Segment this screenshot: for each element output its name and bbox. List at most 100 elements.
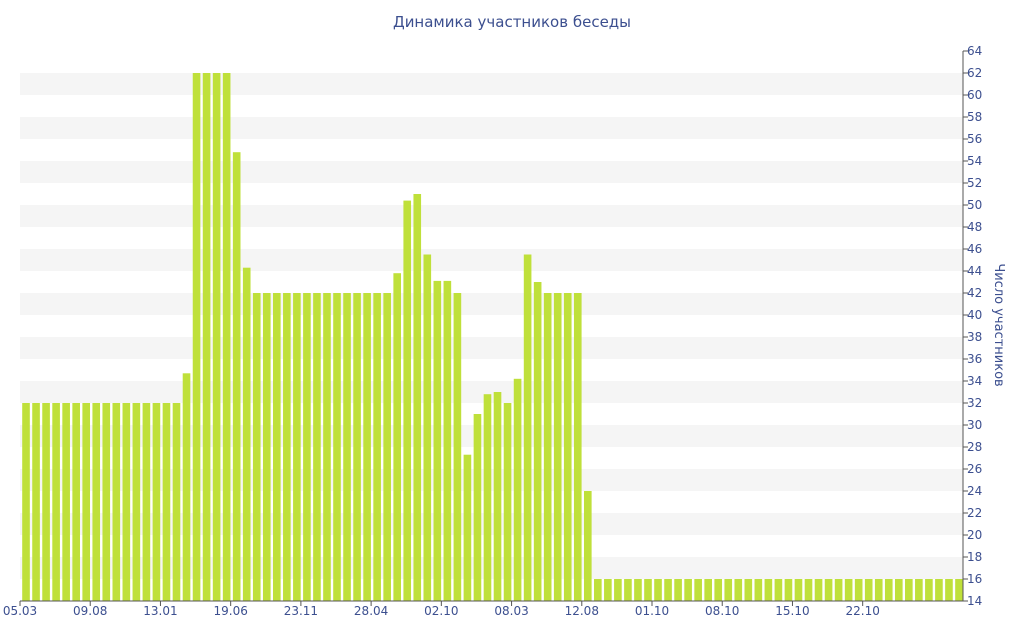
y-tick-label: 44 <box>967 264 982 278</box>
bar <box>32 403 40 601</box>
y-tick-label: 52 <box>967 176 982 190</box>
bar <box>824 579 833 601</box>
bar <box>754 579 763 601</box>
bar <box>82 403 91 601</box>
bar <box>122 403 131 601</box>
bar <box>192 73 201 601</box>
bar <box>634 579 642 601</box>
bar <box>212 73 221 601</box>
x-tick-label: 09.08 <box>73 604 107 618</box>
grid-band <box>20 513 963 535</box>
bar <box>473 414 482 601</box>
y-tick-label: 22 <box>967 506 982 520</box>
bar <box>242 267 251 601</box>
bar <box>624 579 632 601</box>
bar <box>262 293 271 601</box>
bar <box>413 194 422 601</box>
bar <box>915 579 923 601</box>
bar <box>433 280 442 601</box>
bar <box>72 403 80 601</box>
y-tick-label: 20 <box>967 528 982 542</box>
bar <box>533 282 542 601</box>
y-tick-label: 64 <box>967 44 982 58</box>
chart-title: Динамика участников беседы <box>392 13 632 31</box>
grid-band <box>20 337 963 359</box>
bar <box>112 403 121 601</box>
y-tick-label: 46 <box>967 242 982 256</box>
grid-bands <box>20 73 963 579</box>
bar <box>22 403 30 601</box>
x-tick-label: 23.11 <box>284 604 318 618</box>
y-tick-label: 32 <box>967 396 982 410</box>
bar <box>894 579 903 601</box>
bar <box>182 373 191 601</box>
x-tick-label: 19.06 <box>213 604 247 618</box>
grid-band <box>20 117 963 139</box>
bar <box>583 491 592 601</box>
grid-band <box>20 249 963 271</box>
bar <box>694 579 702 601</box>
bar <box>152 403 161 601</box>
bar <box>202 73 211 601</box>
y-tick-label: 24 <box>967 484 982 498</box>
bar <box>373 293 381 601</box>
bar <box>172 403 181 601</box>
x-axis: 05.03 09.08 13.01 19.06 23.11 28.04 02.10 08.03… <box>3 600 963 618</box>
y-tick-label: 50 <box>967 198 982 212</box>
bar <box>724 579 733 601</box>
bar <box>523 254 532 601</box>
y-tick-label: 38 <box>967 330 982 344</box>
x-tick-label: 15.10 <box>775 604 809 618</box>
y-axis-label: Число участников <box>991 263 1006 386</box>
bar <box>945 579 953 601</box>
bar <box>543 293 552 601</box>
bar <box>784 579 793 601</box>
y-tick-label: 40 <box>967 308 982 322</box>
x-tick-label: 08.03 <box>494 604 528 618</box>
bar <box>654 579 662 601</box>
bar <box>102 403 111 601</box>
bar <box>363 293 371 601</box>
bar <box>684 579 692 601</box>
bar <box>232 152 241 601</box>
grid-band <box>20 161 963 183</box>
grid-band <box>20 205 963 227</box>
x-tick-label: 13.01 <box>143 604 177 618</box>
grid-band <box>20 557 963 579</box>
y-tick-label: 30 <box>967 418 982 432</box>
bar <box>764 579 773 601</box>
grid-band <box>20 425 963 447</box>
grid-band <box>20 293 963 315</box>
x-tick-label: 02.10 <box>424 604 458 618</box>
bar <box>403 200 412 601</box>
bar <box>393 273 402 601</box>
bar <box>854 579 863 601</box>
bar <box>513 378 522 601</box>
y-tick-label: 54 <box>967 154 982 168</box>
bar <box>333 293 341 601</box>
bar <box>614 579 622 601</box>
bar <box>794 579 803 601</box>
bar <box>503 403 512 601</box>
bar <box>814 579 823 601</box>
bar <box>774 579 783 601</box>
bar <box>343 293 351 601</box>
bar <box>132 403 141 601</box>
bar <box>483 394 492 601</box>
y-tick-label: 56 <box>967 132 982 146</box>
y-axis: 14 16 18 20 22 24 26 28 30 32 34 36 38 40 42 44 46 48 50 52… <box>962 44 982 608</box>
y-tick-label: 16 <box>967 572 982 586</box>
x-tick-label: 22.10 <box>846 604 880 618</box>
bar <box>92 403 101 601</box>
bar <box>844 579 853 601</box>
bar <box>955 579 963 601</box>
bar <box>804 579 813 601</box>
bar <box>834 579 843 601</box>
x-tick-label: 05.03 <box>3 604 37 618</box>
bar <box>674 579 682 601</box>
y-tick-label: 58 <box>967 110 982 124</box>
bar <box>323 293 331 601</box>
bar <box>443 280 452 601</box>
bar <box>573 293 582 601</box>
